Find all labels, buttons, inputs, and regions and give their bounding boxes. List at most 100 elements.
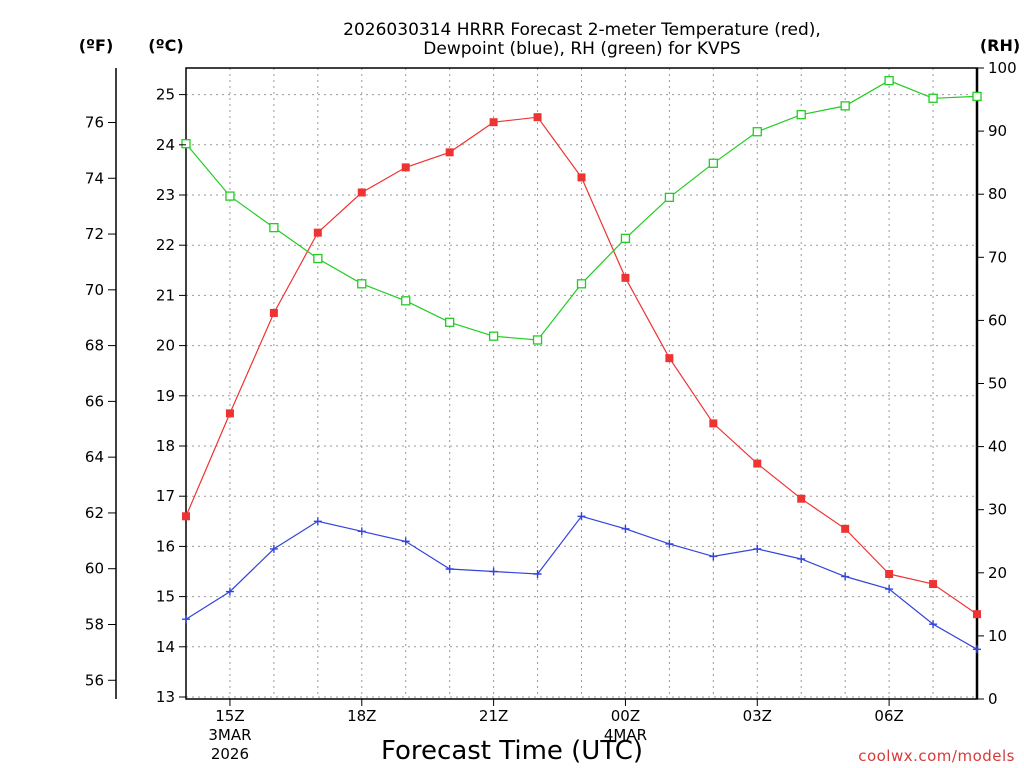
dewpoint-point	[929, 620, 938, 629]
series-layer	[181, 75, 982, 654]
temperature-point	[885, 570, 894, 579]
x-tick-date-label: 3MAR	[208, 726, 251, 744]
rh-point	[269, 222, 279, 233]
rh-point	[225, 191, 235, 201]
rh-tick-label: 60	[988, 311, 1007, 329]
x-tick-date-label: 4MAR	[604, 726, 647, 744]
dewpoint-point	[973, 645, 981, 654]
rh-point	[620, 233, 631, 244]
series-dewpoint	[182, 512, 981, 654]
series-rh	[181, 75, 982, 345]
temperature-point	[269, 308, 278, 317]
rh-point	[752, 127, 762, 137]
temperature-point	[577, 173, 586, 182]
fahrenheit-tick-label: 72	[85, 225, 104, 243]
dewpoint-point	[885, 585, 894, 594]
x-tick-year-label: 2026	[211, 745, 249, 763]
rh-line	[185, 79, 978, 341]
dewpoint-point	[709, 552, 718, 561]
rh-tick-label: 90	[988, 122, 1007, 140]
dewpoint-point	[489, 567, 498, 576]
rh-point	[357, 279, 367, 289]
dewpoint-point	[753, 544, 762, 553]
x-tick-label: 15Z	[215, 707, 244, 725]
dewpoint-point	[401, 537, 410, 546]
celsius-unit-label: (ºC)	[148, 36, 183, 55]
celsius-tick-label: 25	[156, 86, 175, 104]
fahrenheit-tick-label: 74	[85, 169, 104, 187]
tick-label-layer: 13 14 15 16 17 18 19 20 21 22 23 24 25 56 58 60 62 64 66 68…	[85, 59, 1017, 763]
rh-tick-label: 20	[988, 564, 1007, 582]
celsius-tick-label: 23	[156, 186, 175, 204]
x-tick-label: 06Z	[874, 707, 903, 725]
axes-layer	[115, 67, 979, 700]
dewpoint-point	[841, 572, 850, 581]
x-axis-label: Forecast Time (UTC)	[381, 736, 643, 766]
dewpoint-point	[269, 544, 278, 553]
temperature-point	[753, 459, 762, 468]
fahrenheit-tick-label: 76	[85, 113, 104, 131]
rh-point	[972, 91, 982, 102]
fahrenheit-tick-label: 58	[85, 615, 104, 633]
dewpoint-point	[357, 527, 366, 536]
rh-point	[532, 335, 543, 345]
rh-unit-label: (RH)	[980, 36, 1020, 55]
grid-layer	[186, 68, 977, 699]
fahrenheit-tick-label: 70	[85, 281, 104, 299]
dewpoint-point	[797, 554, 806, 563]
rh-tick-label: 40	[988, 438, 1007, 456]
rh-tick-label: 30	[988, 501, 1007, 519]
x-tick-label: 00Z	[611, 707, 640, 725]
chart-title-line2: Dewpoint (blue), RH (green) for KVPS	[423, 39, 740, 59]
rh-point	[313, 253, 323, 264]
temperature-point	[489, 118, 498, 127]
temperature-line	[185, 116, 978, 615]
celsius-tick-label: 21	[156, 286, 175, 304]
celsius-tick-label: 14	[156, 638, 175, 656]
rh-tick-label: 0	[988, 690, 998, 708]
dewpoint-point	[313, 517, 322, 526]
celsius-tick-label: 17	[156, 487, 175, 505]
temperature-point	[357, 188, 366, 197]
rh-point	[840, 101, 850, 111]
rh-point	[664, 192, 675, 203]
celsius-tick-label: 18	[156, 437, 175, 455]
temperature-point	[797, 494, 806, 503]
fahrenheit-unit-label: (ºF)	[79, 36, 114, 55]
x-tick-label: 18Z	[347, 707, 376, 725]
temperature-point	[841, 524, 850, 533]
dewpoint-point	[621, 524, 630, 533]
dewpoint-point	[445, 564, 454, 573]
rh-tick-label: 100	[988, 59, 1017, 77]
temperature-point	[182, 512, 190, 521]
fahrenheit-tick-label: 68	[85, 337, 104, 355]
rh-point	[488, 331, 499, 341]
rh-point	[401, 296, 411, 306]
fahrenheit-tick-label: 62	[85, 504, 104, 522]
temperature-point	[973, 610, 981, 619]
fahrenheit-tick-label: 60	[85, 560, 104, 578]
temperature-point	[225, 409, 234, 418]
rh-point	[708, 158, 718, 168]
series-temperature	[182, 113, 981, 619]
x-tick-label: 03Z	[743, 707, 772, 725]
celsius-tick-label: 16	[156, 537, 175, 555]
temperature-point	[533, 113, 542, 122]
plot-frame	[185, 67, 978, 700]
temperature-point	[621, 273, 630, 282]
celsius-tick-label: 22	[156, 236, 175, 254]
temperature-point	[665, 354, 674, 363]
rh-tick-label: 50	[988, 375, 1007, 393]
dewpoint-point	[665, 539, 674, 548]
rh-point	[928, 93, 938, 103]
temperature-point	[709, 419, 718, 428]
credit-text: coolwx.com/models	[858, 747, 1015, 765]
rh-tick-label: 80	[988, 185, 1007, 203]
temperature-point	[401, 163, 410, 172]
temperature-point	[313, 228, 322, 237]
celsius-tick-label: 19	[156, 387, 175, 405]
fahrenheit-tick-label: 64	[85, 448, 104, 466]
dewpoint-point	[182, 615, 190, 624]
rh-point	[796, 110, 806, 120]
